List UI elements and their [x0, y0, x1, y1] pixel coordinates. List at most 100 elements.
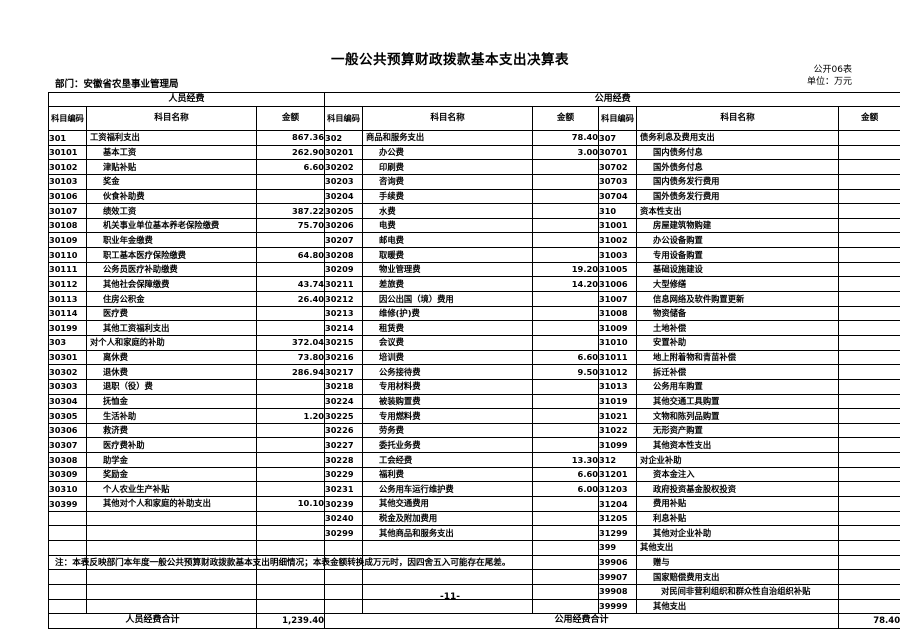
cell-code-personnel [48, 539, 87, 556]
cell-code-public-right: 310 [598, 203, 638, 219]
cell-code-public-left: 30216 [324, 349, 364, 366]
cell-name-public-left: 税金及附加费用 [362, 510, 534, 527]
cell-code-public-right: 31205 [598, 510, 638, 527]
table-row: 39908 对民间非营利组织和群众性自治组织补贴 [48, 583, 900, 600]
cell-amount-public-right [838, 378, 900, 395]
cell-code-personnel: 30303 [48, 378, 87, 395]
table-row: 30299 其他商品和服务支出 31299 其他对企业补助 [48, 525, 900, 541]
cell-amount-personnel [255, 466, 326, 483]
cell-name-personnel: 退休费 [86, 364, 257, 380]
cell-name-public-right: 国家赔偿费用支出 [636, 569, 840, 585]
cell-amount-public-right [838, 305, 900, 322]
table-row: 39907 国家赔偿费用支出 [48, 569, 900, 585]
cell-code-personnel: 30106 [48, 188, 87, 205]
col-header-amount-3: 金额 [838, 106, 900, 131]
cell-name-public-right: 其他支出 [636, 539, 840, 556]
cell-amount-public-left [532, 510, 600, 527]
cell-name-public-left: 水费 [362, 203, 534, 219]
cell-amount-personnel: 10.10 [255, 496, 326, 512]
cell-amount-personnel [255, 188, 326, 205]
cell-amount-public-left [532, 422, 600, 439]
cell-code-public-left: 30231 [324, 481, 364, 498]
cell-name-public-left: 商品和服务支出 [362, 130, 534, 146]
table-row: 30109 职业年金缴费 30207 邮电费 31002 办公设备购置 [48, 232, 900, 249]
table-row: 30399 其他对个人和家庭的补助支出 10.10 30239 其他交通费用 31204 费… [48, 496, 900, 512]
public-total-label: 公用经费合计 [324, 613, 840, 630]
cell-code-public-right: 31022 [598, 422, 638, 439]
col-header-code-1: 科目编码 [48, 106, 87, 131]
cell-name-personnel: 生活补助 [86, 408, 257, 424]
cell-name-public-right: 债务利息及费用支出 [636, 130, 840, 146]
cell-code-public-left: 30239 [324, 496, 364, 512]
cell-code-personnel: 30102 [48, 159, 87, 175]
cell-amount-personnel: 286.94 [255, 364, 326, 380]
cell-amount-public-left [532, 408, 600, 424]
cell-amount-personnel: 75.70 [255, 217, 326, 234]
cell-name-public-left: 培训费 [362, 349, 534, 366]
group-header-row: 人员经费 公用经费 [47, 92, 900, 107]
cell-code-public-left: 30227 [324, 437, 364, 454]
cell-name-public-left: 因公出国（境）费用 [362, 291, 534, 307]
cell-name-public-left: 劳务费 [362, 422, 534, 439]
cell-code-public-right: 31012 [598, 364, 638, 380]
cell-code-personnel: 30108 [48, 217, 87, 234]
cell-code-personnel: 30307 [48, 437, 87, 454]
cell-name-public-left: 被装购置费 [362, 393, 534, 410]
cell-amount-public-right [838, 159, 900, 175]
cell-amount-personnel [255, 320, 326, 336]
cell-amount-public-right [838, 261, 900, 278]
cell-amount-personnel [255, 378, 326, 395]
cell-code-public-right: 30701 [598, 144, 638, 161]
department-label: 部门： [55, 79, 84, 90]
cell-code-public-left: 30201 [324, 144, 364, 161]
cell-name-personnel: 退职（役）费 [86, 378, 257, 395]
cell-name-personnel: 住房公积金 [86, 291, 257, 307]
cell-name-public-right: 其他对企业补助 [636, 525, 840, 541]
cell-name-public-right: 基础设施建设 [636, 261, 840, 278]
cell-name-public-left: 福利费 [362, 466, 534, 483]
cell-amount-public-left [532, 334, 600, 351]
cell-name-public-left: 其他商品和服务支出 [362, 525, 534, 541]
cell-code-public-left: 30218 [324, 378, 364, 395]
cell-amount-personnel [255, 539, 326, 556]
cell-amount-personnel [255, 452, 326, 468]
cell-amount-public-right [838, 276, 900, 293]
cell-name-public-left: 会议费 [362, 334, 534, 351]
table-row: 30114 医疗费 30213 维修(护)费 31008 物资储备 [48, 305, 900, 322]
cell-amount-public-left [532, 569, 600, 585]
cell-name-public-right: 安置补助 [636, 334, 840, 351]
cell-name-public-left [362, 539, 534, 556]
cell-code-public-left: 30212 [324, 291, 364, 307]
cell-name-public-right: 利息补贴 [636, 510, 840, 527]
cell-name-public-left: 差旅费 [362, 276, 534, 293]
cell-code-public-left: 30214 [324, 320, 364, 336]
cell-code-personnel: 30110 [48, 247, 87, 263]
cell-amount-personnel: 26.40 [255, 291, 326, 307]
cell-code-public-left: 30208 [324, 247, 364, 263]
cell-code-public-right: 30704 [598, 188, 638, 205]
cell-amount-personnel: 1.20 [255, 408, 326, 424]
cell-code-personnel: 30310 [48, 481, 87, 498]
cell-code-public-right: 31011 [598, 349, 638, 366]
cell-name-public-left: 公务用车运行维护费 [362, 481, 534, 498]
table-row: 30101 基本工资 262.90 30201 办公费 3.00 30701 国内债务付息 [48, 144, 900, 161]
cell-amount-public-right [838, 188, 900, 205]
cell-code-public-right: 31021 [598, 408, 638, 424]
budget-table: 人员经费 公用经费 科目编码 科目名称 金额 科目编码 科目名称 金额 科目编码… [47, 92, 900, 630]
cell-amount-public-right [838, 130, 900, 146]
cell-amount-public-right [838, 481, 900, 498]
budget-table-body: 301 工资福利支出 867.36 302 商品和服务支出 78.40 307 债务利息及费用… [48, 130, 900, 615]
cell-code-public-right: 31203 [598, 481, 638, 498]
cell-name-public-left [362, 569, 534, 585]
form-number: 公开06表 [813, 65, 852, 75]
cell-code-public-right: 31010 [598, 334, 638, 351]
cell-code-public-left: 30203 [324, 173, 364, 190]
cell-amount-personnel [255, 481, 326, 498]
unit-label: 单位：万元 [806, 77, 852, 87]
table-row: 30301 离休费 73.80 30216 培训费 6.60 31011 地上附着物和青苗补偿 [48, 349, 900, 366]
cell-code-personnel: 303 [48, 334, 87, 351]
cell-name-personnel: 其他社会保障缴费 [86, 276, 257, 293]
cell-amount-personnel [255, 173, 326, 190]
cell-amount-public-left [532, 539, 600, 556]
